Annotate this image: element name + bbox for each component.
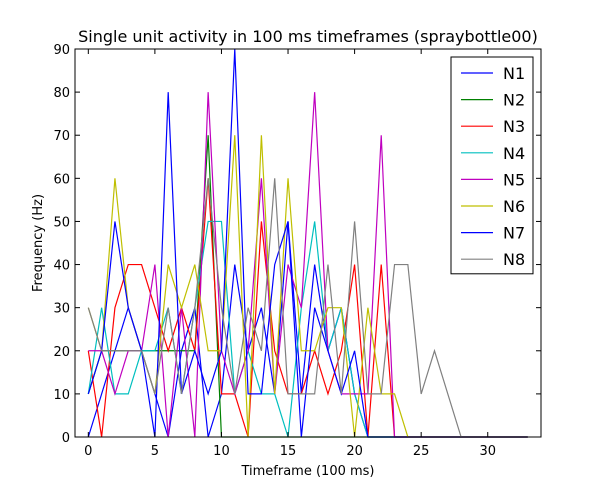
y-tick-label: 40 (53, 259, 70, 274)
y-tick-label: 80 (53, 86, 70, 101)
legend-label-n2: N2 (503, 91, 525, 110)
x-tick-label: 20 (346, 444, 363, 459)
x-tick-label: 30 (479, 444, 496, 459)
legend-label-n4: N4 (503, 144, 525, 163)
legend-label-n7: N7 (503, 224, 525, 243)
y-tick-label: 30 (53, 302, 70, 317)
y-tick-label: 70 (53, 129, 70, 144)
axes-frame (74, 48, 542, 438)
y-tick-label: 60 (53, 172, 70, 187)
y-axis-label: Frequency (Hz) (31, 194, 46, 292)
series-line-n8 (87, 178, 528, 438)
x-tick-label: 0 (84, 444, 92, 459)
x-tick-label: 10 (213, 444, 230, 459)
y-tick-label: 20 (53, 345, 70, 360)
x-tick-label: 15 (280, 444, 297, 459)
legend-label-n1: N1 (503, 64, 525, 83)
chart-title: Single unit activity in 100 ms timeframe… (78, 27, 538, 46)
legend: N1 N2 N3 N4 N5 N6 N7 N8 (450, 56, 534, 275)
y-tick-label: 90 (53, 43, 70, 58)
y-tick-label: 10 (53, 388, 70, 403)
legend-box (450, 56, 534, 275)
legend-label-n8: N8 (503, 250, 525, 269)
x-axis-label: Timeframe (100 ms) (240, 464, 374, 479)
x-tick-label: 25 (413, 444, 430, 459)
legend-label-n6: N6 (503, 197, 525, 216)
legend-label-n3: N3 (503, 117, 525, 136)
legend-label-n5: N5 (503, 170, 525, 189)
y-tick-label: 0 (62, 431, 70, 446)
y-tick-label: 50 (53, 215, 70, 230)
x-tick-label: 5 (151, 444, 159, 459)
plot-area: 0 5 10 15 20 25 30 0 10 20 30 40 50 60 70 80 90 (53, 43, 542, 459)
